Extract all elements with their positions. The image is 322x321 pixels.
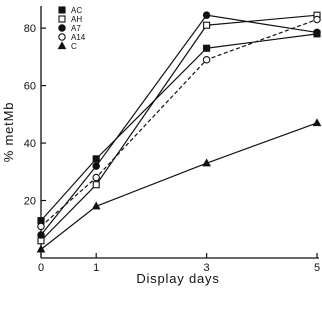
data-point-a14 xyxy=(313,15,321,24)
x-tick-label: 1 xyxy=(93,262,99,274)
data-point-a14 xyxy=(202,55,211,64)
axes xyxy=(40,6,319,259)
series-layer xyxy=(36,11,322,253)
legend-marker-a14 xyxy=(58,33,66,41)
series-ah xyxy=(37,11,321,245)
data-point-a7 xyxy=(313,28,321,37)
data-point-a7 xyxy=(202,11,211,19)
data-point-ah xyxy=(92,181,100,189)
series-ac xyxy=(37,30,321,225)
x-tick-label: 0 xyxy=(38,262,44,274)
series-line-c xyxy=(40,122,318,250)
legend-marker-a7 xyxy=(58,24,66,32)
data-point-a14 xyxy=(37,222,45,231)
data-point-c xyxy=(312,118,322,127)
data-point-a14 xyxy=(92,173,100,182)
legend-marker-ah xyxy=(58,15,66,23)
legend-marker-c xyxy=(57,41,67,50)
y-ticks: 20 40 60 80 xyxy=(24,23,46,208)
data-point-c xyxy=(202,158,211,167)
x-axis-title: Display days xyxy=(136,271,219,286)
legend-marker-ac xyxy=(58,6,66,14)
series-a7 xyxy=(37,11,321,239)
data-point-ah xyxy=(203,21,211,29)
data-point-a7 xyxy=(37,231,45,239)
series-c xyxy=(36,118,322,253)
legend-label-a14: A14 xyxy=(71,33,86,42)
series-a14 xyxy=(37,15,321,231)
data-point-c xyxy=(36,244,46,253)
y-tick-label: 60 xyxy=(24,81,36,93)
legend-label-a7: A7 xyxy=(71,24,81,33)
x-ticks: 0 1 3 5 xyxy=(38,253,320,274)
legend-label-c: C xyxy=(71,42,77,51)
data-point-ac xyxy=(92,155,100,163)
y-tick-label: 80 xyxy=(24,23,36,35)
data-point-a7 xyxy=(92,162,100,170)
legend-label-ah: AH xyxy=(71,15,82,24)
series-line-a7 xyxy=(40,14,318,236)
data-point-ac xyxy=(203,44,211,52)
x-tick-label: 5 xyxy=(314,262,320,274)
y-tick-label: 40 xyxy=(24,138,36,150)
y-axis-title: % metMb xyxy=(1,102,16,163)
y-tick-label: 20 xyxy=(24,196,36,208)
data-point-c xyxy=(91,201,101,210)
series-line-ah xyxy=(40,14,318,242)
x-tick-label: 3 xyxy=(204,262,210,274)
series-line-a14 xyxy=(40,18,318,227)
series-line-ac xyxy=(40,33,318,222)
legend-label-ac: AC xyxy=(71,6,82,15)
